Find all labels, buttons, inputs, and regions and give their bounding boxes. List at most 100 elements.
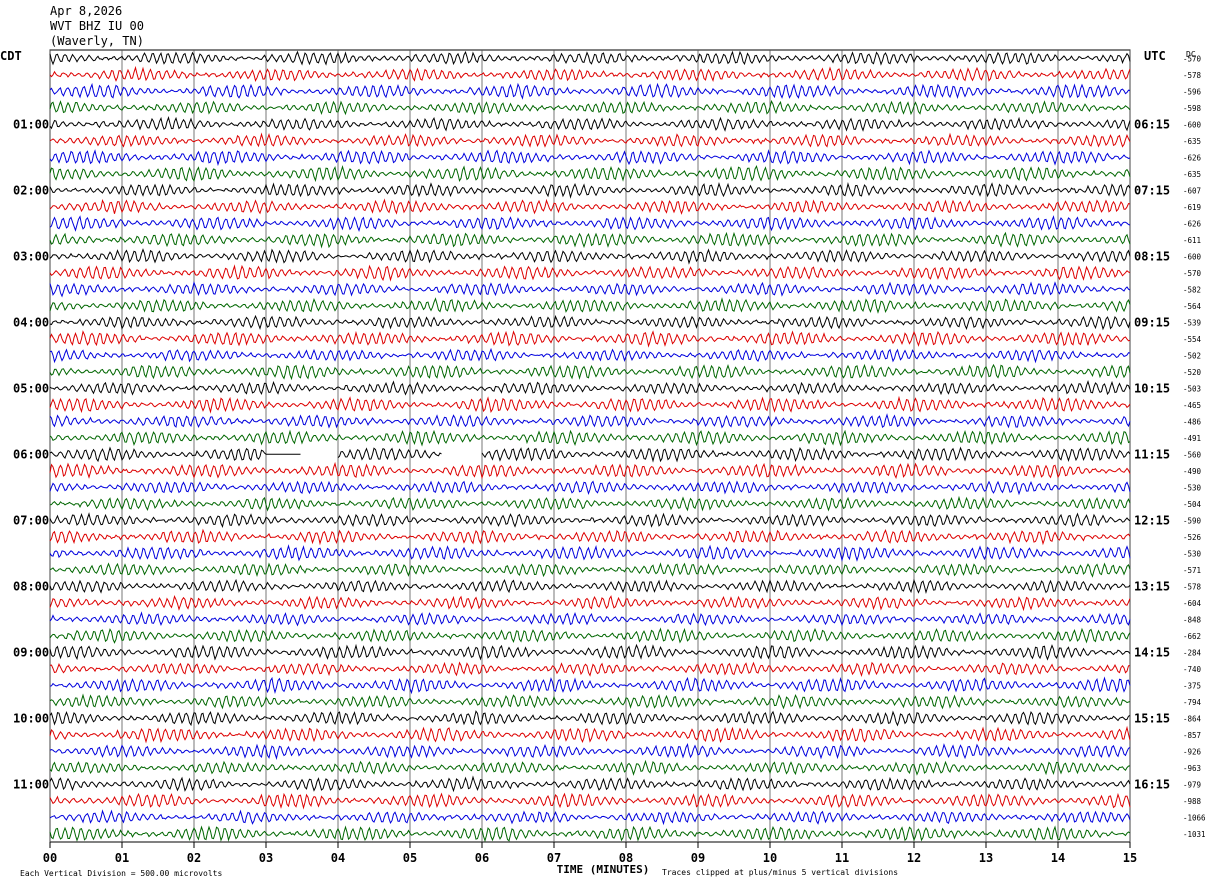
trace-row-27	[49, 495, 1131, 512]
dc-value: -578	[1183, 71, 1202, 80]
trace-row-44	[49, 775, 1131, 793]
axis-labels: -570 -578 -596 -598 -600 -635 -626 -635 -607 -619…	[0, 49, 1206, 878]
hour-label-utc: 13:15	[1134, 579, 1170, 593]
dc-value: -963	[1183, 764, 1201, 773]
x-tick-label: 15	[1123, 851, 1137, 865]
dc-value: -554	[1183, 335, 1202, 344]
dc-value: -491	[1183, 434, 1201, 443]
trace-row-40	[49, 710, 1131, 727]
dc-header: DC	[1186, 50, 1196, 59]
hour-label-utc: 08:15	[1134, 249, 1170, 263]
dc-value: -635	[1183, 170, 1201, 179]
dc-value: -490	[1183, 467, 1202, 476]
dc-value: -600	[1183, 252, 1202, 261]
x-tick-label: 09	[691, 851, 705, 865]
hour-label-utc: 06:15	[1134, 117, 1170, 131]
dc-value: -598	[1183, 104, 1202, 113]
hour-label-utc: 11:15	[1134, 447, 1170, 461]
dc-value: -607	[1183, 186, 1201, 195]
trace-row-42	[49, 743, 1131, 760]
trace-row-15	[49, 297, 1131, 314]
dc-value: -626	[1183, 153, 1202, 162]
trace-row-23	[49, 429, 1131, 447]
trace-row-24	[49, 446, 301, 463]
trace-row-46	[49, 809, 1131, 826]
x-tick-label: 02	[187, 851, 201, 865]
dc-value: -619	[1183, 203, 1201, 212]
x-tick-label: 06	[475, 851, 489, 865]
x-tick-label: 11	[835, 851, 849, 865]
hour-label-cdt: 11:00	[13, 777, 49, 791]
trace-row-29	[49, 528, 1131, 546]
dc-value: -504	[1183, 500, 1202, 509]
dc-value: -520	[1183, 368, 1202, 377]
dc-value: -560	[1183, 450, 1202, 459]
trace-row-10	[49, 215, 1131, 233]
trace-row-26	[49, 480, 1131, 496]
trace-row-12	[49, 248, 1131, 265]
dc-value: -848	[1183, 615, 1202, 624]
trace-row-14	[49, 281, 1131, 298]
hour-label-cdt: 02:00	[13, 183, 49, 197]
trace-row-38	[49, 676, 1131, 695]
trace-row-43	[49, 759, 1131, 776]
x-tick-label: 04	[331, 851, 345, 865]
trace-row-45	[49, 792, 1131, 810]
trace-row-37	[49, 661, 1131, 678]
trace-row-36	[49, 643, 1131, 661]
x-tick-label: 01	[115, 851, 129, 865]
dc-value: -604	[1183, 599, 1202, 608]
minute-grid	[49, 49, 1131, 848]
dc-value: -1031	[1183, 830, 1206, 839]
trace-row-2	[49, 82, 1131, 100]
hour-label-cdt: 07:00	[13, 513, 49, 527]
trace-row-31	[49, 562, 1131, 578]
trace-row-16	[49, 314, 1131, 331]
dc-value: -465	[1183, 401, 1201, 410]
dc-value: -570	[1183, 269, 1202, 278]
dc-value: -857	[1183, 731, 1201, 740]
dc-value: -539	[1183, 318, 1201, 327]
trace-row-30	[49, 544, 1131, 562]
trace-row-24	[481, 446, 1131, 463]
trace-row-13	[49, 264, 1131, 282]
dc-value: -626	[1183, 219, 1202, 228]
trace-row-8	[49, 181, 1131, 199]
trace-row-18	[49, 347, 1131, 364]
tz-label-cdt: CDT	[0, 49, 22, 63]
hour-label-utc: 16:15	[1134, 777, 1170, 791]
trace-row-24	[337, 447, 442, 461]
dc-value: -526	[1183, 533, 1202, 542]
hour-label-utc: 14:15	[1134, 645, 1170, 659]
hour-label-cdt: 01:00	[13, 117, 49, 131]
hour-label-cdt: 10:00	[13, 711, 49, 725]
x-tick-label: 05	[403, 851, 417, 865]
hour-label-cdt: 05:00	[13, 381, 49, 395]
trace-row-11	[49, 231, 1131, 249]
dc-value: -486	[1183, 417, 1202, 426]
dc-value: -611	[1183, 236, 1201, 245]
hour-label-utc: 15:15	[1134, 711, 1170, 725]
dc-value: -502	[1183, 351, 1201, 360]
dc-value: -979	[1183, 780, 1201, 789]
x-tick-label: 00	[43, 851, 57, 865]
scale-note: Each Vertical Division = 500.00 microvol…	[20, 869, 222, 878]
dc-value: -578	[1183, 582, 1202, 591]
dc-value: -864	[1183, 714, 1202, 723]
hour-label-utc: 12:15	[1134, 513, 1170, 527]
trace-row-6	[49, 149, 1131, 167]
dc-value: -530	[1183, 549, 1202, 558]
trace-row-1	[49, 65, 1131, 82]
dc-value: -635	[1183, 137, 1201, 146]
clip-note: Traces clipped at plus/minus 5 vertical …	[662, 868, 898, 877]
dc-value: -926	[1183, 747, 1202, 756]
hour-label-cdt: 08:00	[13, 579, 49, 593]
x-tick-label: 08	[619, 851, 633, 865]
tz-label-utc: UTC	[1144, 49, 1166, 63]
trace-row-4	[49, 116, 1131, 132]
dc-value: -503	[1183, 384, 1201, 393]
trace-row-28	[49, 512, 1131, 528]
trace-row-20	[49, 379, 1131, 396]
hour-label-cdt: 06:00	[13, 447, 49, 461]
dc-value: -662	[1183, 632, 1201, 641]
